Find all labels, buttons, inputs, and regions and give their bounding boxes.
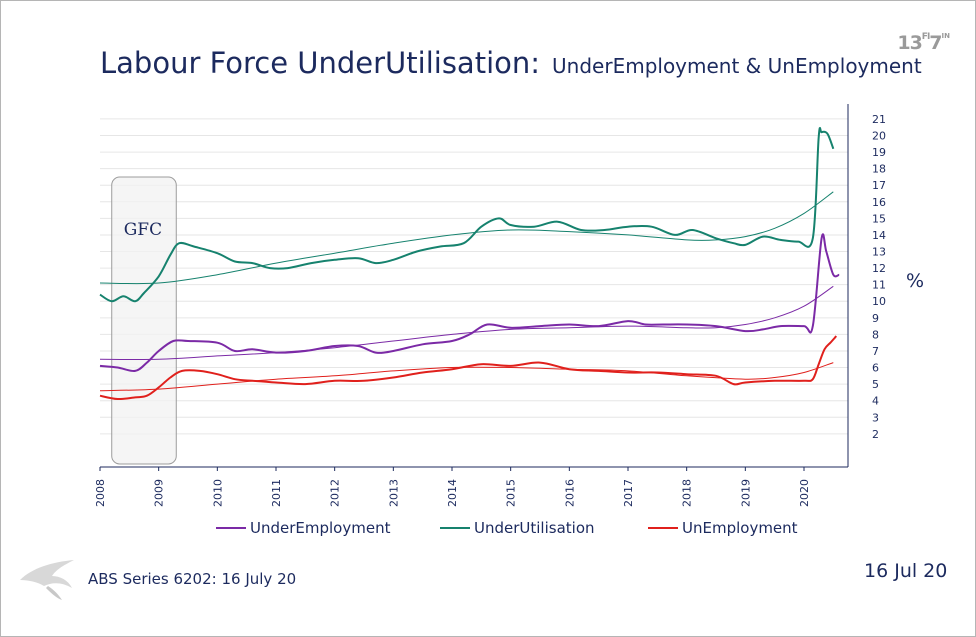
legend-swatch-underemployment [216,527,246,529]
y-tick-label-2: 2 [872,428,879,441]
x-tick-label-2010: 2010 [211,479,224,507]
legend-swatch-underutilisation [440,527,470,529]
y-tick-label-15: 15 [872,212,886,225]
legend-item-unemployment: UnEmployment [648,519,798,537]
y-tick-label-9: 9 [872,312,879,325]
x-tick-label-2011: 2011 [270,479,283,507]
logo-mark: FI [921,32,930,42]
legend-swatch-unemployment [648,527,678,529]
x-tick-label-2020: 2020 [798,479,811,507]
y-tick-label-5: 5 [872,378,879,391]
series-line-unemployment [99,335,838,401]
logo-text: 13 [897,32,922,54]
y-tick-label-11: 11 [872,279,886,292]
legend-label-unemployment: UnEmployment [682,519,798,537]
y-tick-label-10: 10 [872,295,886,308]
y-tick-label-8: 8 [872,328,879,341]
y-tick-label-21: 21 [872,113,886,126]
x-tick-label-2008: 2008 [94,479,107,507]
y-tick-label-13: 13 [872,246,886,259]
y-tick-label-4: 4 [872,395,879,408]
legend-label-underemployment: UnderEmployment [250,519,391,537]
trend-line-unemployment [99,362,834,392]
x-tick-label-2016: 2016 [563,479,576,507]
logo: 13FI7IN [897,32,950,54]
x-tick-label-2014: 2014 [446,479,459,507]
gfc-annotation-label: GFC [124,220,162,240]
title-text: Labour Force UnderUtilisation: [100,46,541,80]
y-tick-label-14: 14 [872,229,886,242]
bird-logo-icon [20,560,74,600]
y-tick-label-18: 18 [872,163,886,176]
y-tick-label-20: 20 [872,129,886,142]
legend-item-underemployment: UnderEmployment [216,519,390,537]
legend-label-underutilisation: UnderUtilisation [474,519,595,537]
x-tick-label-2018: 2018 [681,479,694,507]
x-tick-label-2012: 2012 [329,479,342,507]
series-line-underemployment [99,233,840,373]
x-tick-label-2019: 2019 [739,479,752,507]
gfc-annotation-box [111,176,177,465]
subtitle-text: UnderEmployment & UnEmployment [552,54,922,78]
logo-sup: IN [941,32,950,40]
y-tick-label-16: 16 [872,196,886,209]
x-tick-label-2009: 2009 [153,479,166,507]
y-tick-label-17: 17 [872,179,886,192]
y-tick-label-12: 12 [872,262,886,275]
chart-legend: UnderEmployment UnderUtilisation UnEmplo… [0,519,976,539]
trend-line-underemployment [99,285,834,361]
x-tick-label-2017: 2017 [622,479,635,507]
source-note: ABS Series 6202: 16 July 20 [88,570,297,588]
slide-date: 16 Jul 20 [864,560,948,582]
trend-line-underutilisation [99,191,834,285]
y-tick-label-7: 7 [872,345,879,358]
x-tick-label-2015: 2015 [505,479,518,507]
y-tick-label-6: 6 [872,362,879,375]
page-title: Labour Force UnderUtilisation: UnderEmplo… [100,46,922,80]
x-tick-label-2013: 2013 [387,479,400,507]
logo-text-2: 7 [929,32,942,54]
y-axis-label: % [906,270,925,292]
series-line-underutilisation [99,126,835,303]
y-tick-label-3: 3 [872,411,879,424]
legend-item-underutilisation: UnderUtilisation [440,519,595,537]
y-tick-label-19: 19 [872,146,886,159]
